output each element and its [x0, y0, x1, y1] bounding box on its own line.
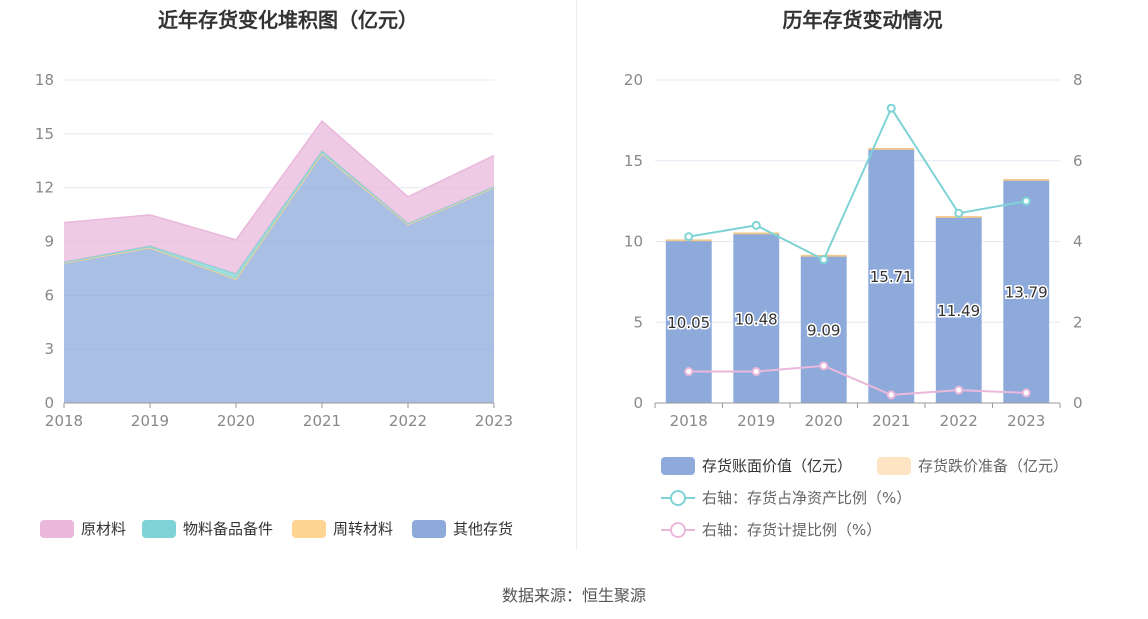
- bar-book-value-3: [868, 149, 915, 403]
- line-point-0-1: [751, 220, 761, 230]
- left-chart-title: 近年存货变化堆积图（亿元）: [158, 8, 418, 32]
- legend-label-other-inventory: 其他存货: [453, 520, 514, 538]
- y-left-tick-label-1: 5: [633, 313, 643, 331]
- y-tick-label-3: 9: [44, 233, 54, 251]
- y-left-tick-label-0: 0: [633, 394, 643, 412]
- y-tick-label-6: 18: [35, 71, 54, 89]
- legend-swatch-impairment: [877, 456, 911, 475]
- y-left-tick-label-4: 20: [624, 71, 643, 89]
- y-right-tick-label-4: 8: [1073, 71, 1083, 89]
- legend-label-turnover-materials: 周转材料: [333, 520, 394, 538]
- stacked-area-chart: 0 3 6 9 12 15 18 2018 2019 2020 2021 2022 2023: [35, 71, 513, 430]
- line-point-0-5: [1021, 196, 1031, 206]
- y-left-tick-label-3: 15: [624, 152, 643, 170]
- stacked-area-chart-panel: 近年存货变化堆积图（亿元） 0 3 6 9 12 15 18 2018 2019 2020 2021…: [0, 0, 576, 560]
- line-point-0-2: [819, 255, 829, 265]
- legend-item-spare-parts[interactable]: 物料备品备件: [142, 518, 273, 539]
- bar-data-label-4: 11.49: [937, 302, 980, 320]
- area-edge-series-3: [63, 119, 495, 241]
- x-tick-label-2: 2020: [217, 412, 255, 430]
- legend-label-provision-ratio: 右轴：存货计提比例（%）: [702, 521, 882, 539]
- legend-swatch-turnover-materials: [292, 519, 326, 538]
- legend-item-turnover-materials[interactable]: 周转材料: [292, 518, 393, 539]
- x-tick-label-1: 2019: [737, 412, 775, 430]
- y-tick-label-0: 0: [44, 394, 54, 412]
- data-source-note: 数据来源：恒生聚源: [501, 586, 646, 605]
- x-tick-label-3: 2021: [303, 412, 341, 430]
- bar-impairment-5: [1003, 178, 1050, 181]
- legend-label-impairment: 存货跌价准备（亿元）: [918, 457, 1069, 475]
- line-point-1-3: [886, 390, 896, 400]
- x-tick-label-3: 2021: [872, 412, 910, 430]
- legend-label-book-value: 存货账面价值（亿元）: [702, 457, 853, 475]
- legend-item-other-inventory[interactable]: 其他存货: [412, 518, 513, 539]
- y-right-tick-label-0: 0: [1073, 394, 1083, 412]
- area-edge-series-1: [63, 152, 495, 281]
- line-point-1-4: [954, 385, 964, 395]
- bar-data-label-0: 10.05: [667, 314, 710, 332]
- legend-item-book-value[interactable]: 存货账面价值（亿元）: [661, 455, 852, 476]
- left-legend: 原材料 物料备品备件 周转材料 其他存货: [0, 518, 576, 540]
- bar-data-label-5: 13.79: [1005, 284, 1048, 302]
- y-tick-label-1: 3: [44, 340, 54, 358]
- legend-swatch-raw-materials: [40, 519, 74, 538]
- legend-item-impairment[interactable]: 存货跌价准备（亿元）: [877, 455, 1068, 476]
- panel-divider: [576, 0, 577, 550]
- right-chart-title: 历年存货变动情况: [782, 8, 943, 32]
- y-tick-label-4: 12: [35, 179, 54, 197]
- area-series-2: [64, 150, 494, 280]
- line-point-1-5: [1021, 388, 1031, 398]
- legend-label-spare-parts: 物料备品备件: [183, 520, 274, 538]
- bar-data-label-2: 9.09: [807, 322, 840, 340]
- x-tick-label-5: 2023: [1007, 412, 1045, 430]
- legend-swatch-spare-parts: [142, 519, 176, 538]
- legend-swatch-provision-ratio: [661, 521, 695, 539]
- x-tick-label-1: 2019: [131, 412, 169, 430]
- y-tick-label-2: 6: [44, 286, 54, 304]
- bar-book-value-2: [800, 256, 847, 403]
- x-tick-label-4: 2022: [389, 412, 427, 430]
- right-legend: 存货账面价值（亿元） 存货跌价准备（亿元） 右轴：存货占净资产比例（%） 右轴：…: [577, 455, 1148, 545]
- x-tick-label-0: 2018: [670, 412, 708, 430]
- legend-swatch-book-value: [661, 456, 695, 475]
- area-series-0: [64, 153, 494, 403]
- legend-item-raw-materials[interactable]: 原材料: [40, 518, 126, 539]
- legend-label-inventory-net-asset-ratio: 右轴：存货占净资产比例（%）: [702, 489, 912, 507]
- line-series-1: [688, 364, 1027, 396]
- line-point-1-2: [819, 361, 829, 371]
- x-tick-label-2: 2020: [805, 412, 843, 430]
- bar-line-chart-panel: 历年存货变动情况 0 5 10 15 20 0 2 4 6 8 10.05 10.48 9.09 15.7…: [577, 0, 1148, 560]
- y-right-tick-label-1: 2: [1073, 313, 1083, 331]
- x-tick-label-4: 2022: [940, 412, 978, 430]
- bar-impairment-1: [733, 232, 780, 235]
- line-point-0-0: [684, 232, 694, 242]
- line-point-1-1: [751, 367, 761, 377]
- line-point-0-3: [886, 103, 896, 113]
- area-series-3: [64, 121, 494, 274]
- line-point-0-4: [954, 208, 964, 218]
- bar-data-label-3: 15.71: [870, 268, 913, 286]
- line-series-0: [688, 106, 1027, 262]
- line-point-1-0: [684, 367, 694, 377]
- legend-item-inventory-net-asset-ratio[interactable]: 右轴：存货占净资产比例（%）: [661, 487, 911, 508]
- y-right-tick-label-2: 4: [1073, 233, 1083, 251]
- legend-swatch-other-inventory: [412, 519, 446, 538]
- y-tick-label-5: 15: [35, 125, 54, 143]
- bar-book-value-4: [935, 217, 982, 403]
- y-right-tick-label-3: 6: [1073, 152, 1083, 170]
- x-tick-label-5: 2023: [475, 412, 513, 430]
- x-tick-label-0: 2018: [45, 412, 83, 430]
- bar-line-chart: 0 5 10 15 20 0 2 4 6 8 10.05 10.48 9.09 15.71 11.49 13.…: [624, 71, 1083, 430]
- legend-item-provision-ratio[interactable]: 右轴：存货计提比例（%）: [661, 519, 881, 540]
- y-left-tick-label-2: 10: [624, 233, 643, 251]
- bar-data-label-1: 10.48: [735, 310, 778, 328]
- bar-book-value-5: [1003, 180, 1050, 403]
- legend-label-raw-materials: 原材料: [81, 520, 127, 538]
- bar-impairment-3: [868, 147, 915, 150]
- legend-swatch-inventory-net-asset-ratio: [661, 489, 695, 507]
